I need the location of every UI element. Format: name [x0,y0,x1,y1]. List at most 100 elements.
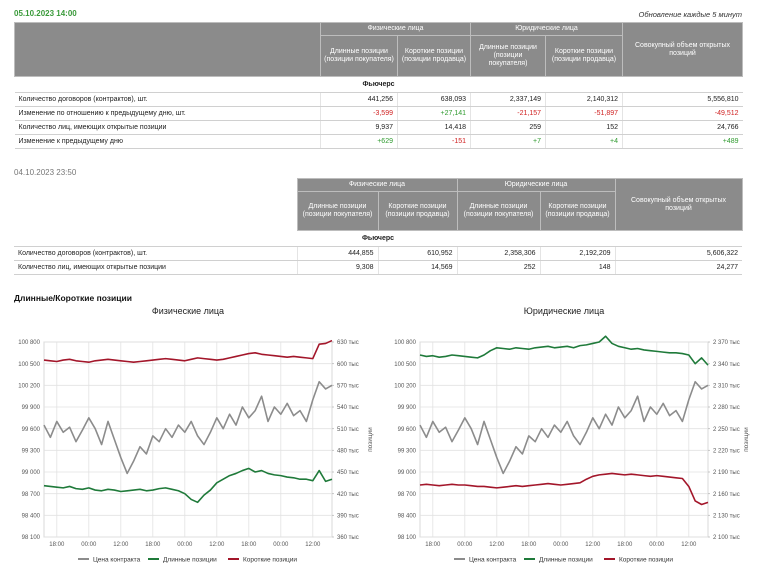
y-tick-label: 98 700 [398,492,417,498]
sub-header: Длинные позиции (позиции покупателя) [296,191,379,231]
cell-value: 14,569 [377,260,458,275]
cell-value: 5,556,810 [622,92,743,107]
y2-tick-label: 450 тыс [337,470,359,476]
y-tick-label: 100 200 [18,384,40,390]
x-tick-label: 18:00 [521,542,537,548]
y2-tick-label: 600 тыс [337,362,359,368]
y-tick-label: 100 200 [394,384,416,390]
cell-value: 444,855 [296,246,378,261]
y-tick-label: 100 800 [18,340,40,346]
update-date: 05.10.2023 14:00 [14,9,77,18]
chart-title: Юридические лица [524,306,605,316]
y-tick-label: 99 000 [22,470,41,476]
group-header: Юридические лица [470,22,624,36]
cell-value: 2,337,149 [470,92,546,107]
subheader-row: Длинные позиции (позиции покупателя) Коро… [14,191,742,231]
chart-title: Физические лица [152,306,224,316]
cell-value: 9,308 [296,260,378,275]
y2-tick-label: 390 тыс [337,514,359,520]
x-tick-label: 12:00 [113,542,129,548]
group-header: Физические лица [319,22,472,36]
y2-tick-label: 630 тыс [337,340,359,346]
cell-value: 638,093 [396,92,471,107]
cell-value: 14,418 [396,120,471,135]
section-row: Фьючерс [14,76,743,93]
cell-value: 610,952 [377,246,458,261]
y2-tick-label: 2 190 тыс [713,470,740,476]
data-row: Количество договоров (контрактов), шт. 44… [14,246,743,261]
y2-tick-label: 2 280 тыс [713,405,740,411]
series-line [43,380,333,475]
series-line [419,335,709,366]
row-label: Количество лиц, имеющих открытые позиции [14,120,321,135]
group-header: Физические лица [296,178,458,192]
cell-value: 2,358,306 [456,246,541,261]
cell-value: +7 [470,134,546,149]
cell-value: 441,256 [320,92,398,107]
y2-tick-label: 2 310 тыс [713,384,740,390]
x-tick-label: 18:00 [49,542,65,548]
y2-tick-label: 2 370 тыс [713,340,740,346]
plot-area [419,341,709,538]
total-header: Совокупный объем открытых позиций [614,178,743,231]
y-tick-label: 98 700 [22,492,41,498]
row-label: Количество договоров (контрактов), шт. [14,246,297,261]
update-note: Обновление каждые 5 минут [638,10,742,19]
x-tick-label: 12:00 [305,542,321,548]
row-label: Количество договоров (контрактов), шт. [14,92,321,107]
y-tick-label: 98 100 [22,535,41,541]
x-tick-label: 00:00 [81,542,97,548]
y-tick-label: 100 800 [394,340,416,346]
y2-tick-label: 420 тыс [337,492,359,498]
y-tick-label: 99 300 [398,449,417,455]
x-tick-label: 12:00 [209,542,225,548]
corner-cell [14,178,297,231]
x-tick-label: 18:00 [145,542,161,548]
y-tick-label: 98 400 [22,514,41,520]
cell-value: +27,141 [396,106,471,121]
cell-value: 24,766 [622,120,743,135]
y2-tick-label: 570 тыс [337,384,359,390]
cell-value: +489 [622,134,743,149]
sub-header: Короткие позиции (позиции продавца) [396,35,472,77]
sub-header: Короткие позиции (позиции продавца) [539,191,616,231]
legend-label: Цена контракта [93,556,141,563]
x-tick-label: 00:00 [457,542,473,548]
cell-value: 259 [470,120,546,135]
cell-value: 148 [539,260,616,275]
y2-tick-label: 2 220 тыс [713,449,740,455]
data-row: Количество лиц, имеющих открытые позиции… [14,260,743,275]
group-header: Юридические лица [456,178,616,192]
y-tick-label: 98 100 [398,535,417,541]
y-tick-label: 99 600 [22,427,41,433]
data-table: Физические лица Юридические лица Совокупны… [14,22,744,149]
section-row: Фьючерс [14,230,743,247]
series-line [419,380,709,475]
x-tick-label: 12:00 [489,542,505,548]
cell-value: 2,140,312 [545,92,623,107]
y-tick-label: 99 600 [398,427,417,433]
y2-tick-label: 510 тыс [337,427,359,433]
cell-value: -21,157 [470,106,546,121]
legend-label: Длинные позиции [539,556,593,563]
subheader-row: Длинные позиции (позиции покупателя) Коро… [15,35,743,77]
cell-value: +629 [320,134,398,149]
x-tick-label: 12:00 [681,542,697,548]
section-label: Фьючерс [14,230,743,247]
section-title: Длинные/Короткие позиции [14,293,132,303]
y2-tick-label: 540 тыс [337,405,359,411]
cell-value: 24,277 [614,260,743,275]
cell-value: +4 [545,134,623,149]
row-label: Количество лиц, имеющих открытые позиции [14,260,297,275]
row-label: Изменение по отношению к предыдущему дню… [14,106,321,121]
x-tick-label: 18:00 [617,542,633,548]
sub-header: Длинные позиции (позиции покупателя) [456,191,541,231]
sub-header: Короткие позиции (позиции продавца) [545,35,624,77]
header-row: Физические лица Юридические лица Совокупны… [14,178,743,231]
chart: Юридические лица 98 100 98 400 98 700 99 000… [394,306,750,563]
data-row: Количество договоров (контрактов), шт. 44… [14,92,743,107]
y2-axis-title: позиции [743,427,750,452]
x-tick-label: 18:00 [241,542,257,548]
